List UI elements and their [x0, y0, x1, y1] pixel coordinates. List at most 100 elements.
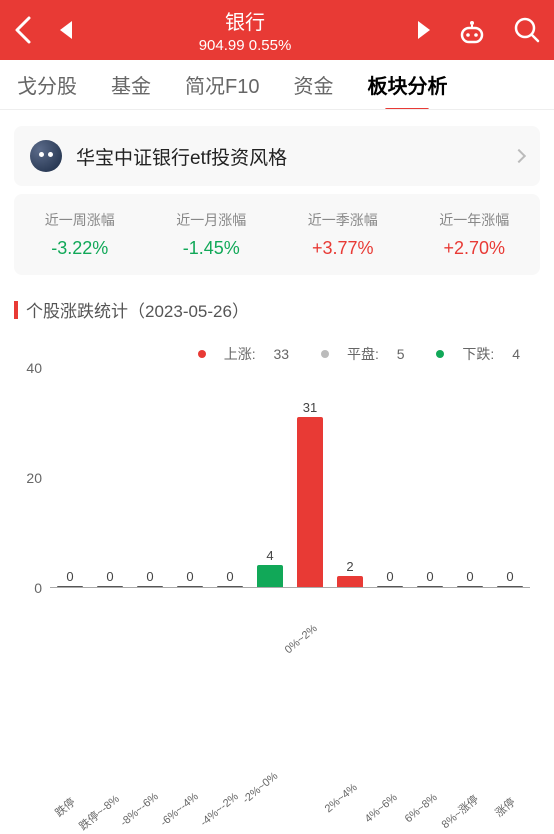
bar-value-label: 0	[386, 569, 393, 584]
bar-2: 0-8%~-6%	[130, 569, 170, 587]
x-label: 6%~8%	[403, 791, 440, 825]
section-marker	[14, 301, 18, 319]
bar-rect	[377, 586, 403, 587]
promo-text: 华宝中证银行etf投资风格	[76, 143, 500, 170]
bar-8: 04%~6%	[370, 569, 410, 587]
chart-legend: 上涨: 33 平盘: 5 下跌: 4	[14, 328, 540, 368]
stat-value: -3.22%	[14, 238, 146, 259]
stat-1: 近一月涨幅 -1.45%	[146, 210, 278, 259]
bar-chart: 02040 0跌停0跌停~-8%0-8%~-6%0-6%~-4%0-4%~-2%…	[14, 368, 540, 648]
bar-value-label: 0	[466, 569, 473, 584]
stat-3: 近一年涨幅 +2.70%	[409, 210, 541, 259]
bar-rect	[57, 586, 83, 587]
bar-rect	[257, 565, 283, 587]
promo-card[interactable]: 华宝中证银行etf投资风格	[14, 126, 540, 186]
bar-value-label: 0	[506, 569, 513, 584]
bar-value-label: 0	[186, 569, 193, 584]
x-label: -2%~0%	[240, 770, 280, 806]
section-head: 个股涨跌统计（2023-05-26）	[14, 297, 540, 322]
bar-rect	[497, 586, 523, 587]
x-label: 涨停	[491, 794, 518, 820]
header-left	[14, 15, 72, 45]
stat-label: 近一月涨幅	[146, 210, 278, 230]
header-right	[418, 16, 540, 44]
bar-4: 0-4%~-2%	[210, 569, 250, 587]
x-label: 0%~2%	[283, 622, 320, 656]
x-label: 跌停~-8%	[75, 791, 122, 834]
bar-10: 08%~涨停	[450, 569, 490, 587]
page-title: 银行	[72, 6, 418, 35]
bar-3: 0-6%~-4%	[170, 569, 210, 587]
bar-value-label: 0	[426, 569, 433, 584]
bar-value-label: 0	[106, 569, 113, 584]
price-value: 904.99	[199, 37, 245, 54]
tabs: 戈分股基金简况F10资金板块分析	[0, 60, 554, 110]
bar-0: 0跌停	[50, 569, 90, 587]
robot-icon[interactable]	[458, 16, 486, 44]
search-icon[interactable]	[514, 17, 540, 43]
bar-1: 0跌停~-8%	[90, 569, 130, 587]
y-axis: 02040	[14, 368, 50, 588]
bar-rect	[337, 576, 363, 587]
bar-rect	[457, 586, 483, 587]
plot-area: 0跌停0跌停~-8%0-8%~-6%0-6%~-4%0-4%~-2%4-2%~0…	[50, 368, 530, 588]
x-label: 8%~涨停	[438, 791, 482, 832]
header-center: 银行 904.99 0.55%	[72, 6, 418, 54]
prev-icon[interactable]	[60, 21, 72, 39]
page-subtitle: 904.99 0.55%	[72, 37, 418, 54]
tab-4[interactable]: 板块分析	[350, 70, 464, 99]
stat-value: -1.45%	[146, 238, 278, 259]
bar-rect	[417, 586, 443, 587]
x-label: -8%~-6%	[118, 791, 161, 829]
bar-rect	[97, 586, 123, 587]
x-label: -4%~-2%	[198, 791, 241, 829]
y-tick: 40	[26, 360, 42, 376]
stat-value: +2.70%	[409, 238, 541, 259]
legend-up: 上涨: 33	[184, 346, 289, 362]
legend-flat: 平盘: 5	[307, 346, 405, 362]
x-label: 2%~4%	[323, 781, 360, 815]
dot-up-icon	[198, 350, 206, 358]
stat-2: 近一季涨幅 +3.77%	[277, 210, 409, 259]
section-title: 个股涨跌统计（2023-05-26）	[26, 297, 249, 322]
bar-value-label: 2	[346, 559, 353, 574]
bar-rect	[177, 586, 203, 587]
bar-rect	[297, 417, 323, 588]
x-label: -6%~-4%	[158, 791, 201, 829]
content: 华宝中证银行etf投资风格 近一周涨幅-3.22%近一月涨幅-1.45%近一季涨…	[0, 110, 554, 648]
change-value: 0.55%	[249, 37, 292, 54]
stat-label: 近一周涨幅	[14, 210, 146, 230]
chevron-right-icon	[512, 149, 526, 163]
stat-0: 近一周涨幅 -3.22%	[14, 210, 146, 259]
promo-avatar-icon	[30, 140, 62, 172]
dot-down-icon	[436, 350, 444, 358]
bar-value-label: 0	[66, 569, 73, 584]
header: 银行 904.99 0.55%	[0, 0, 554, 60]
stat-value: +3.77%	[277, 238, 409, 259]
x-label: 跌停	[51, 794, 78, 820]
stat-label: 近一年涨幅	[409, 210, 541, 230]
stat-label: 近一季涨幅	[277, 210, 409, 230]
bar-11: 0涨停	[490, 569, 530, 587]
bar-5: 4-2%~0%	[250, 548, 290, 587]
tab-0[interactable]: 戈分股	[0, 70, 94, 99]
tab-2[interactable]: 简况F10	[168, 70, 276, 99]
y-tick: 0	[34, 580, 42, 596]
tab-3[interactable]: 资金	[276, 70, 350, 99]
legend-down: 下跌: 4	[422, 346, 520, 362]
bar-rect	[217, 586, 243, 587]
next-icon[interactable]	[418, 21, 430, 39]
stats-row: 近一周涨幅 -3.22%近一月涨幅 -1.45% 近一季涨幅 +3.77%近一年涨幅 +2…	[14, 194, 540, 275]
bar-value-label: 0	[226, 569, 233, 584]
bar-value-label: 4	[266, 548, 273, 563]
bar-6: 310%~2%	[290, 400, 330, 588]
tab-1[interactable]: 基金	[94, 70, 168, 99]
x-label: 4%~6%	[363, 791, 400, 825]
bar-7: 22%~4%	[330, 559, 370, 587]
bar-value-label: 31	[303, 400, 317, 415]
bar-value-label: 0	[146, 569, 153, 584]
back-icon[interactable]	[14, 15, 32, 45]
dot-flat-icon	[321, 350, 329, 358]
bar-rect	[137, 586, 163, 587]
y-tick: 20	[26, 470, 42, 486]
